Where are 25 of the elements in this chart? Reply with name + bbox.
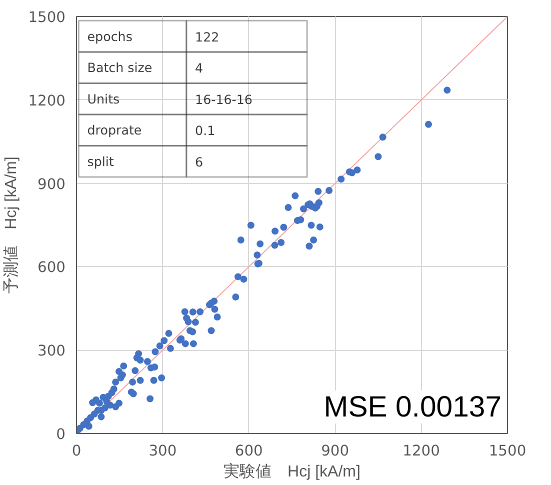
annotation: epochs	[87, 28, 132, 44]
x-tick-label: 1500	[488, 442, 526, 460]
y-tick-label: 600	[38, 259, 66, 276]
x-tick-label: 300	[148, 442, 177, 460]
annotation: 0.1	[195, 123, 216, 138]
y-tick-label: 1200	[28, 92, 66, 110]
annotation: 4	[195, 60, 204, 76]
annotation: droprate	[87, 122, 142, 138]
y-axis-title: 予測値 Hcj [kA/m]	[2, 156, 20, 294]
annotation: split	[87, 154, 114, 169]
x-axis-title: 実験値 Hcj [kA/m]	[224, 462, 360, 480]
x-tick-label: 600	[234, 442, 263, 460]
y-tick-label: 900	[38, 176, 66, 193]
annotation: 6	[195, 154, 204, 170]
annotation: Batch size	[87, 60, 152, 76]
x-tick-label: 900	[321, 442, 350, 460]
y-tick-label: 1500	[28, 9, 66, 26]
annotation: 16-16-16	[195, 92, 252, 107]
x-tick-label: 1200	[402, 442, 440, 460]
y-tick-label: 0	[56, 426, 66, 443]
x-tick-label: 0	[72, 442, 82, 460]
annotation: Units	[87, 91, 120, 106]
y-tick-label: 300	[38, 342, 66, 360]
annotation: MSE 0.00137	[324, 390, 502, 424]
annotation: 122	[195, 29, 220, 44]
